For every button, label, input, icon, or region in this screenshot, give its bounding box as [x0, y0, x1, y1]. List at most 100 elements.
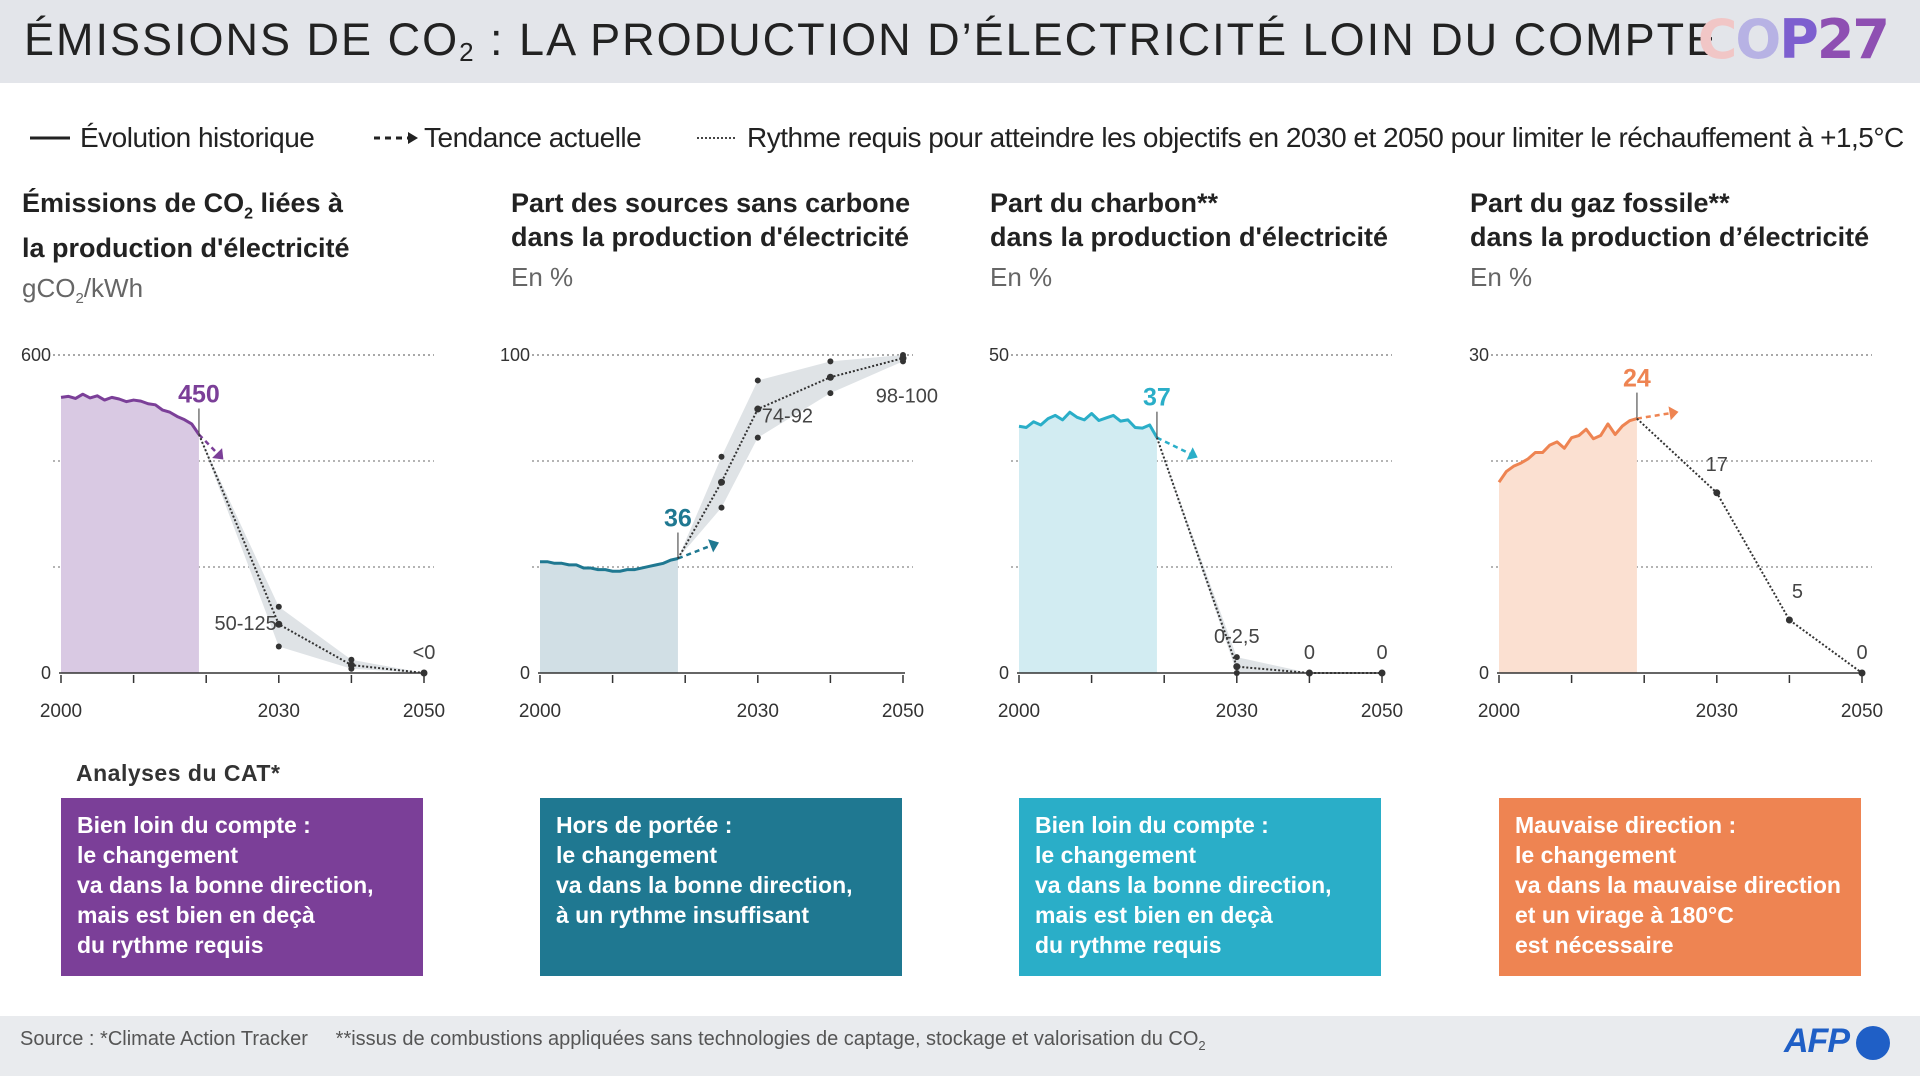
y-tick-label: 600: [21, 345, 51, 365]
trend-arrow-line: [677, 544, 712, 560]
y-tick-label: 0: [1479, 663, 1489, 683]
required-point: [275, 620, 283, 628]
current-value-label: 24: [1623, 365, 1651, 393]
afp-logo-dot: [1856, 1026, 1890, 1060]
legend-label-required: Rythme requis pour atteindre les objecti…: [747, 122, 1904, 153]
cat-analysis-line: Mauvaise direction :: [1515, 812, 1737, 838]
x-tick-label: 2050: [403, 701, 445, 722]
footer-bar: [0, 1016, 1920, 1076]
required-range-band: [198, 434, 424, 673]
annotation-label: 74-92: [762, 406, 813, 428]
x-tick-label: 2000: [519, 701, 561, 722]
cat-analysis-line: le changement: [556, 842, 718, 868]
historic-line: [60, 392, 201, 436]
annotation-label: 5: [1792, 581, 1803, 603]
annotation-label: <0: [413, 642, 436, 664]
y-tick-label: 0: [999, 663, 1009, 683]
legend: Évolution historique Tendance actuelle R…: [0, 118, 1920, 158]
panel-title: Part du charbon**: [990, 188, 1219, 218]
annotation-label: 17: [1706, 454, 1728, 476]
cat-analysis-line: va dans la bonne direction,: [77, 872, 374, 898]
current-value-label: 37: [1143, 384, 1171, 412]
required-point: [899, 354, 907, 362]
trend-arrow-head: [212, 448, 224, 460]
band-low-point: [275, 643, 282, 650]
y-tick-label: 30: [1469, 345, 1489, 365]
band-high-point: [348, 656, 355, 663]
legend-item-required: Rythme requis pour atteindre les objecti…: [697, 118, 1904, 158]
cat-analysis-line: le changement: [1035, 842, 1197, 868]
chart-panel-2: 0 100 2000 2030 2050 36 74-92 98-100: [500, 345, 938, 722]
cat-analysis-line: mais est bien en deçà: [1035, 902, 1273, 928]
cat-analysis-line: va dans la bonne direction,: [1035, 872, 1332, 898]
x-tick-label: 2030: [258, 701, 300, 722]
historic-line: [540, 557, 679, 573]
solid-line-icon: [30, 136, 70, 140]
chart-panel-1: 0 600 2000 2030 2050 450 50-125 <0: [21, 345, 445, 722]
y-tick-label: 100: [500, 345, 530, 365]
panel-unit: En %: [1470, 262, 1533, 292]
x-tick-label: 2030: [1696, 701, 1738, 722]
panel-header-emissions: Émissions de CO2 liées à la production d…: [22, 186, 482, 308]
cop-logo-text: COP: [1697, 8, 1819, 71]
band-low-point: [718, 504, 725, 511]
required-path: [198, 434, 425, 674]
band-low-point: [827, 390, 834, 397]
historic-area: [61, 394, 199, 673]
cat-analysis-line: Hors de portée :: [556, 812, 733, 838]
cat-analysis-box: Hors de portée : le changement va dans la …: [540, 798, 902, 976]
cat-analysis-line: va dans la bonne direction,: [556, 872, 853, 898]
required-point: [1858, 669, 1866, 677]
x-tick-label: 2050: [1841, 701, 1883, 722]
required-point: [1233, 663, 1241, 671]
annotation-label: 0: [1856, 642, 1867, 664]
required-point: [1305, 669, 1313, 677]
band-high-point: [827, 358, 834, 365]
cat-analysis-line: du rythme requis: [1035, 932, 1222, 958]
y-tick-label: 0: [41, 663, 51, 683]
x-tick-label: 2030: [1216, 701, 1258, 722]
cat-analysis-line: à un rythme insuffisant: [556, 902, 810, 928]
panel-header-carbon-free: Part des sources sans carbone dans la pr…: [511, 186, 971, 293]
annotation-label: 0-2,5: [1214, 626, 1260, 648]
panel-title-line2: dans la production d'électricité: [511, 222, 909, 252]
dotted-line-icon: [697, 137, 735, 139]
legend-label-historic: Évolution historique: [80, 122, 315, 153]
charts-area: 0 600 2000 2030 2050 450 50-125 <0 0 100 2000 2030 2…: [21, 345, 1883, 722]
panel-title-line2: dans la production d’électricité: [1470, 222, 1870, 252]
historic-area: [1019, 412, 1157, 673]
band-high-point: [718, 453, 725, 460]
trend-arrow-line: [1636, 412, 1670, 420]
x-tick-label: 2050: [1361, 701, 1403, 722]
band-high-point: [754, 377, 761, 384]
band-low-point: [754, 434, 761, 441]
panel-header-coal: Part du charbon** dans la production d'é…: [990, 186, 1450, 293]
dashed-arrow-icon: [374, 132, 418, 144]
cat-analysis-line: et un virage à 180°C: [1515, 902, 1734, 928]
analyses-label: Analyses du CAT*: [76, 760, 281, 786]
trend-arrow-line: [1156, 436, 1191, 455]
historic-area: [540, 558, 678, 673]
required-point: [420, 669, 428, 677]
trend-arrow-head: [1186, 447, 1198, 460]
historic-area: [1499, 418, 1637, 673]
chart-panel-3: 0 50 2000 2030 2050 37 0-2,5 0 0: [989, 345, 1403, 722]
cat-analysis-box: Bien loin du compte : le changement va dan…: [61, 798, 423, 976]
panel-unit: En %: [990, 262, 1053, 292]
cat-analysis-line: va dans la mauvaise direction: [1515, 872, 1841, 898]
cat-analysis-box: Bien loin du compte : le changement va dan…: [1019, 798, 1381, 976]
trend-arrow-line: [198, 433, 218, 454]
trend-arrow-head: [708, 539, 719, 553]
page-title: ÉMISSIONS DE CO2 : LA PRODUCTION D’ÉLECT…: [24, 14, 1719, 67]
historic-line: [1018, 410, 1159, 439]
required-path: [1155, 437, 1382, 674]
cop-logo-year: 27: [1816, 8, 1890, 71]
current-value-label: 36: [664, 505, 692, 533]
legend-label-trend: Tendance actuelle: [424, 122, 642, 153]
panel-title: Émissions de CO2 liées à: [22, 188, 344, 223]
chart-panel-4: 0 30 2000 2030 2050 24 17 5 0: [1469, 345, 1883, 722]
historic-line: [1497, 417, 1638, 484]
required-point: [347, 661, 355, 669]
required-point: [1785, 616, 1793, 624]
panel-title-line2: dans la production d'électricité: [990, 222, 1388, 252]
